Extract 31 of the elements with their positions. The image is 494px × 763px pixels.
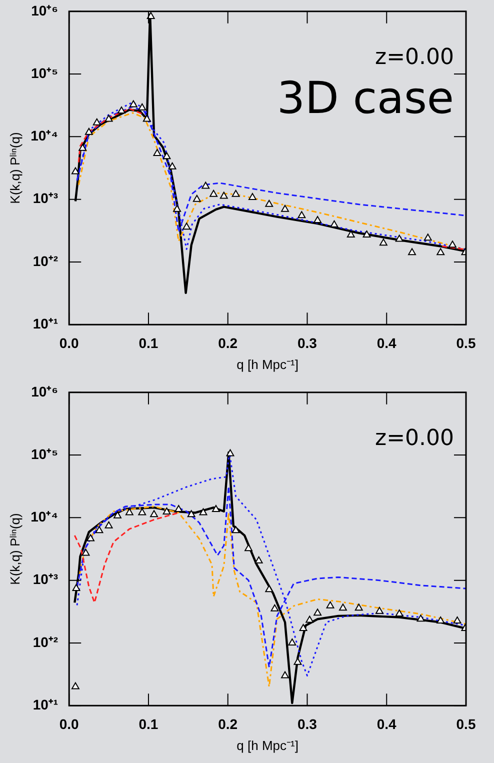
x-tick-label: 0.5 (456, 716, 476, 732)
x-tick-label: 0.3 (298, 716, 318, 732)
y-tick-label: 10⁺⁴ (30, 508, 58, 525)
y-tick-label: 10⁺² (32, 634, 58, 650)
annotation: z=0.00 (375, 426, 454, 452)
y-tick-label: 10⁺³ (32, 190, 58, 206)
y-tick-label: 10⁺² (32, 252, 58, 269)
x-tick-label: 0.2 (218, 716, 238, 732)
x-tick-label: 0.3 (298, 334, 318, 351)
x-tick-label: 0.4 (376, 716, 397, 732)
y-tick-label: 10⁺⁵ (30, 64, 58, 81)
y-tick-label: 10⁺⁶ (31, 383, 58, 400)
y-axis-title: K(k,q) Pˡⁱⁿ(q) (7, 513, 22, 585)
y-tick-label: 10⁺⁶ (31, 2, 58, 18)
annotation: z=0.00 (375, 45, 454, 70)
x-axis-title: q [h Mpc⁻¹] (236, 738, 298, 753)
y-tick-label: 10⁺¹ (32, 696, 58, 712)
x-tick-label: 0.5 (456, 334, 476, 351)
x-tick-label: 0.1 (138, 334, 158, 351)
x-tick-label: 0.2 (218, 334, 238, 351)
x-tick-label: 0.0 (59, 334, 80, 351)
y-tick-label: 10⁺¹ (32, 315, 58, 332)
y-axis-title: K(k,q) Pˡⁱⁿ(q) (7, 132, 22, 204)
x-axis-title: q [h Mpc⁻¹] (236, 356, 298, 372)
x-tick-label: 0.0 (59, 716, 80, 732)
y-tick-label: 10⁺⁵ (30, 446, 58, 462)
annotation: 3D case (276, 72, 454, 124)
x-tick-label: 0.4 (376, 334, 397, 351)
x-tick-label: 0.1 (138, 716, 158, 732)
y-tick-label: 10⁺³ (32, 571, 58, 588)
y-tick-label: 10⁺⁴ (30, 128, 58, 144)
